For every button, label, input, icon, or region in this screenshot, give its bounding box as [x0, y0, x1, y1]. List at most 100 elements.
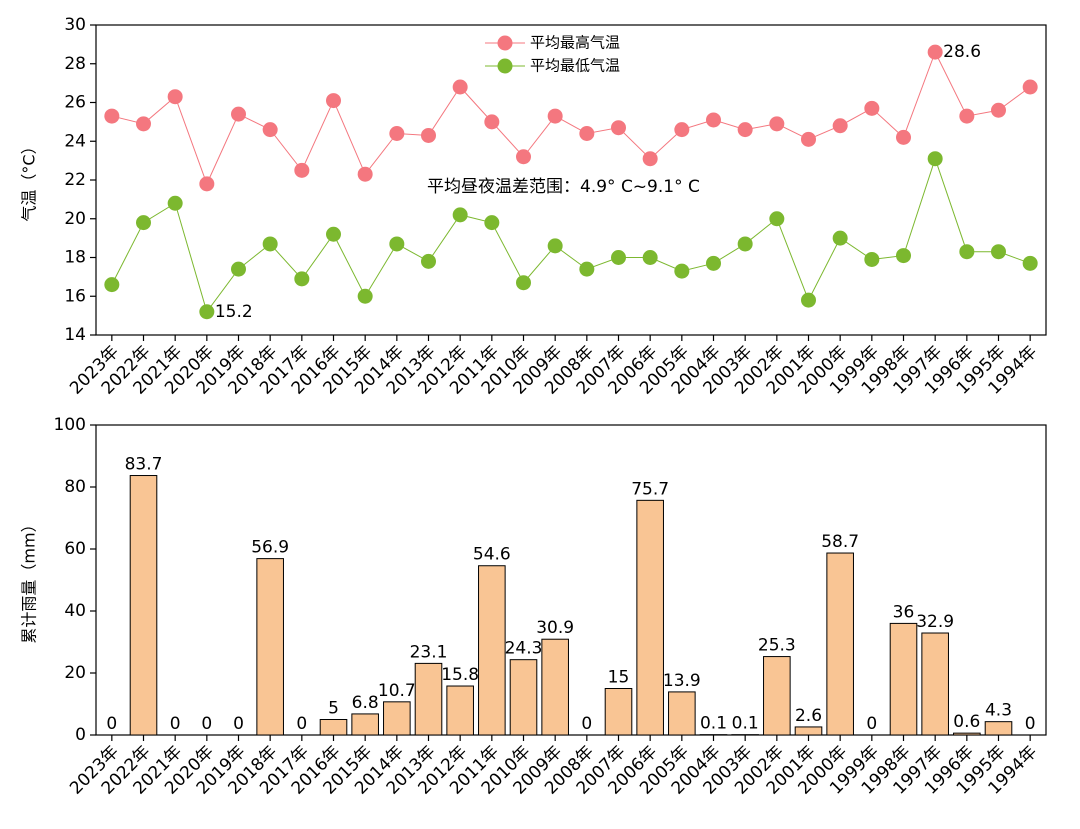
- point: [959, 108, 975, 124]
- plot-frame: [95, 424, 1047, 736]
- point: [136, 215, 151, 231]
- point: [674, 263, 690, 279]
- point: [389, 126, 405, 141]
- value-label: 4.3: [985, 701, 1012, 721]
- y-axis-label: 气温（°C）: [20, 138, 39, 221]
- point: [104, 277, 120, 293]
- bar: [383, 701, 411, 736]
- point: [199, 176, 215, 192]
- y-tick-label: 0: [75, 725, 86, 745]
- bar: [953, 732, 981, 736]
- value-label: 0: [170, 714, 181, 734]
- point: [832, 230, 848, 246]
- point: [864, 251, 880, 267]
- value-label: 0: [581, 714, 592, 734]
- point: [579, 126, 595, 141]
- bar: [478, 565, 506, 736]
- point: [674, 122, 690, 138]
- point: [801, 292, 816, 308]
- bar: [129, 475, 158, 736]
- annotation: 平均昼夜温差范围：4.9° C~9.1° C: [427, 177, 700, 197]
- y-tick-label: 18: [64, 248, 86, 268]
- value-label: 10.7: [378, 681, 416, 701]
- y-tick-label: 22: [64, 170, 86, 190]
- y-tick-label: 16: [64, 286, 86, 306]
- bar: [541, 638, 569, 736]
- value-label: 15.8: [441, 665, 479, 685]
- point: [1022, 79, 1038, 95]
- legend-label: 平均最低气温: [530, 57, 620, 75]
- value-label: 0.1: [700, 714, 727, 734]
- value-label: 0: [106, 714, 117, 734]
- y-tick-label: 20: [64, 663, 86, 683]
- point: [452, 207, 468, 223]
- point: [611, 250, 626, 265]
- bar: [604, 688, 633, 736]
- point: [706, 112, 721, 128]
- point: [706, 255, 721, 271]
- point: [896, 248, 911, 264]
- point: [579, 261, 595, 277]
- value-label: 23.1: [410, 642, 448, 662]
- point: [832, 118, 848, 134]
- value-label: 58.7: [821, 532, 859, 552]
- point: [421, 127, 436, 143]
- value-label: 83.7: [125, 455, 163, 475]
- y-tick-label: 24: [64, 131, 86, 151]
- point: [294, 162, 310, 178]
- value-label: 0.6: [953, 712, 980, 732]
- point: [737, 122, 753, 138]
- point: [262, 236, 278, 252]
- y-tick-label: 28: [64, 54, 86, 74]
- y-tick-label: 100: [54, 415, 86, 435]
- point: [611, 120, 626, 136]
- point: [769, 211, 785, 227]
- point: [769, 116, 785, 132]
- value-label: 0.1: [732, 714, 759, 734]
- point: [516, 275, 531, 291]
- bar: [984, 721, 1013, 736]
- point: [326, 226, 341, 242]
- y-axis-label: 累计雨量（mm）: [20, 516, 39, 643]
- y-tick-label: 14: [64, 325, 86, 345]
- point: [262, 122, 278, 138]
- bar: [446, 685, 474, 736]
- bar: [414, 662, 443, 736]
- legend-marker: [497, 58, 513, 74]
- y-tick-label: 40: [64, 601, 86, 621]
- point: [104, 108, 120, 124]
- point: [801, 131, 816, 147]
- point: [927, 44, 943, 60]
- value-label: 0: [233, 714, 244, 734]
- bar: [636, 499, 664, 736]
- bar: [351, 713, 379, 736]
- bar: [319, 719, 348, 736]
- bar: [509, 659, 538, 736]
- point: [484, 114, 500, 130]
- bar: [763, 656, 791, 736]
- point: [326, 93, 341, 109]
- value-label: 56.9: [251, 538, 289, 558]
- point: [642, 151, 658, 167]
- point: [389, 236, 405, 252]
- point: [642, 250, 658, 265]
- legend-marker: [497, 35, 513, 51]
- y-tick-label: 26: [64, 93, 86, 113]
- point: [357, 288, 373, 304]
- point: [547, 108, 563, 124]
- point: [927, 151, 943, 167]
- y-tick-label: 30: [64, 15, 86, 35]
- point: [1022, 255, 1038, 271]
- point: [357, 166, 373, 182]
- value-label: 28.6: [943, 42, 981, 62]
- point: [231, 261, 246, 277]
- point: [991, 244, 1006, 260]
- value-label: 30.9: [536, 618, 574, 638]
- legend-label: 平均最高气温: [530, 34, 620, 52]
- value-label: 2.6: [795, 706, 822, 726]
- value-label: 25.3: [758, 636, 796, 656]
- bar: [668, 691, 696, 736]
- point: [896, 129, 911, 145]
- point: [136, 116, 151, 132]
- value-label: 54.6: [473, 545, 511, 565]
